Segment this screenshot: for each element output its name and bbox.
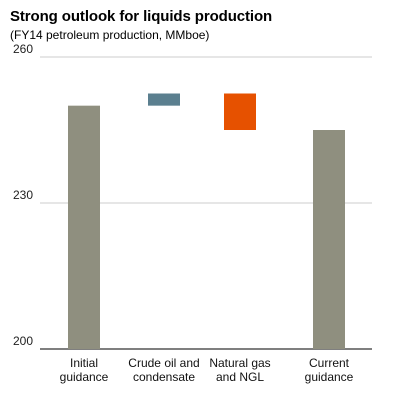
x-category-label: condensate xyxy=(133,370,195,384)
bar-total-3 xyxy=(313,130,345,349)
y-tick-label: 260 xyxy=(13,42,33,56)
x-category-label: guidance xyxy=(305,370,354,384)
x-category-label: Current xyxy=(309,356,350,370)
chart-subtitle: (FY14 petroleum production, MMboe) xyxy=(10,28,210,42)
bar-total-0 xyxy=(68,105,100,350)
bar-step-2 xyxy=(224,93,256,130)
chart-title: Strong outlook for liquids production xyxy=(10,8,273,25)
x-category-label: and NGL xyxy=(216,370,264,384)
bar-step-1 xyxy=(148,93,180,106)
x-category-label: Initial xyxy=(70,356,98,370)
x-category-label: guidance xyxy=(60,370,109,384)
x-category-label: Crude oil and xyxy=(128,356,199,370)
y-tick-label: 200 xyxy=(13,334,33,348)
x-category-label: Natural gas xyxy=(209,356,270,370)
y-tick-label: 230 xyxy=(13,188,33,202)
